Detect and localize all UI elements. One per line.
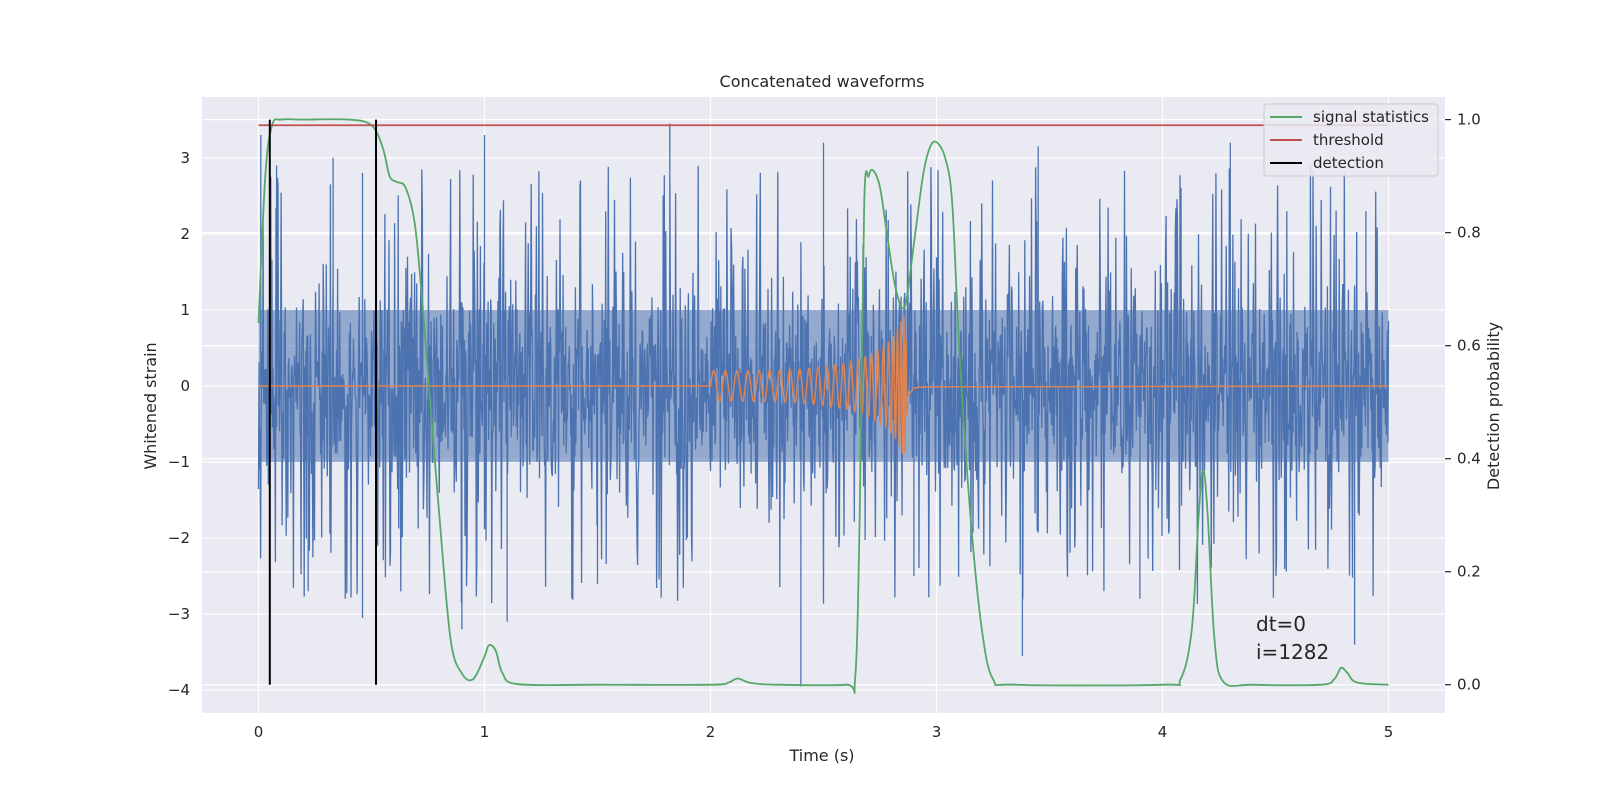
legend-label-signal-statistics: signal statistics — [1313, 108, 1429, 126]
x-tick-label: 5 — [1384, 723, 1394, 741]
injected-signal-trace — [258, 314, 1389, 455]
y2-tick-label: 0.6 — [1457, 337, 1481, 355]
y-tick-label: 1 — [180, 301, 190, 319]
signal-statistics-curve — [257, 118, 1389, 694]
y-tick-label: −3 — [168, 605, 190, 623]
annotation-dt: dt=0 — [1256, 612, 1306, 636]
injected-signal-waveform — [258, 314, 1389, 455]
y2-tick-label: 1.0 — [1457, 111, 1481, 129]
y-tick-label: 3 — [180, 149, 190, 167]
y2-tick-label: 0.4 — [1457, 450, 1481, 468]
y2-axis-ticks: 0.0 0.2 0.4 0.6 0.8 1.0 — [1445, 111, 1481, 694]
x-tick-label: 3 — [932, 723, 942, 741]
y-tick-label: −1 — [168, 453, 190, 471]
y2-tick-label: 0.2 — [1457, 563, 1481, 581]
x-axis-label: Time (s) — [788, 746, 854, 765]
y2-tick-label: 0.8 — [1457, 224, 1481, 242]
legend-label-threshold: threshold — [1313, 131, 1384, 149]
x-tick-label: 2 — [706, 723, 716, 741]
y-axis-label: Whitened strain — [141, 342, 160, 469]
y-axis-ticks: −4 −3 −2 −1 0 1 2 3 — [168, 149, 190, 699]
legend: signal statistics threshold detection — [1263, 103, 1439, 177]
y-tick-label: 0 — [180, 377, 190, 395]
y-tick-label: −4 — [168, 681, 190, 699]
annotation-index: i=1282 — [1256, 640, 1329, 664]
x-tick-label: 0 — [254, 723, 264, 741]
y-tick-label: 2 — [180, 225, 190, 243]
y-tick-label: −2 — [168, 529, 190, 547]
x-tick-label: 4 — [1158, 723, 1168, 741]
x-tick-label: 1 — [480, 723, 490, 741]
noise-trace — [257, 123, 1390, 687]
x-axis-ticks: 0 1 2 3 4 5 — [254, 723, 1394, 741]
signal-statistics-line — [257, 118, 1389, 694]
y2-tick-label: 0.0 — [1457, 676, 1481, 694]
detection-markers — [268, 119, 378, 685]
legend-label-detection: detection — [1313, 154, 1384, 172]
chart-title: Concatenated waveforms — [720, 72, 925, 91]
y2-axis-label: Detection probability — [1484, 322, 1503, 490]
legend-box — [1263, 103, 1439, 177]
